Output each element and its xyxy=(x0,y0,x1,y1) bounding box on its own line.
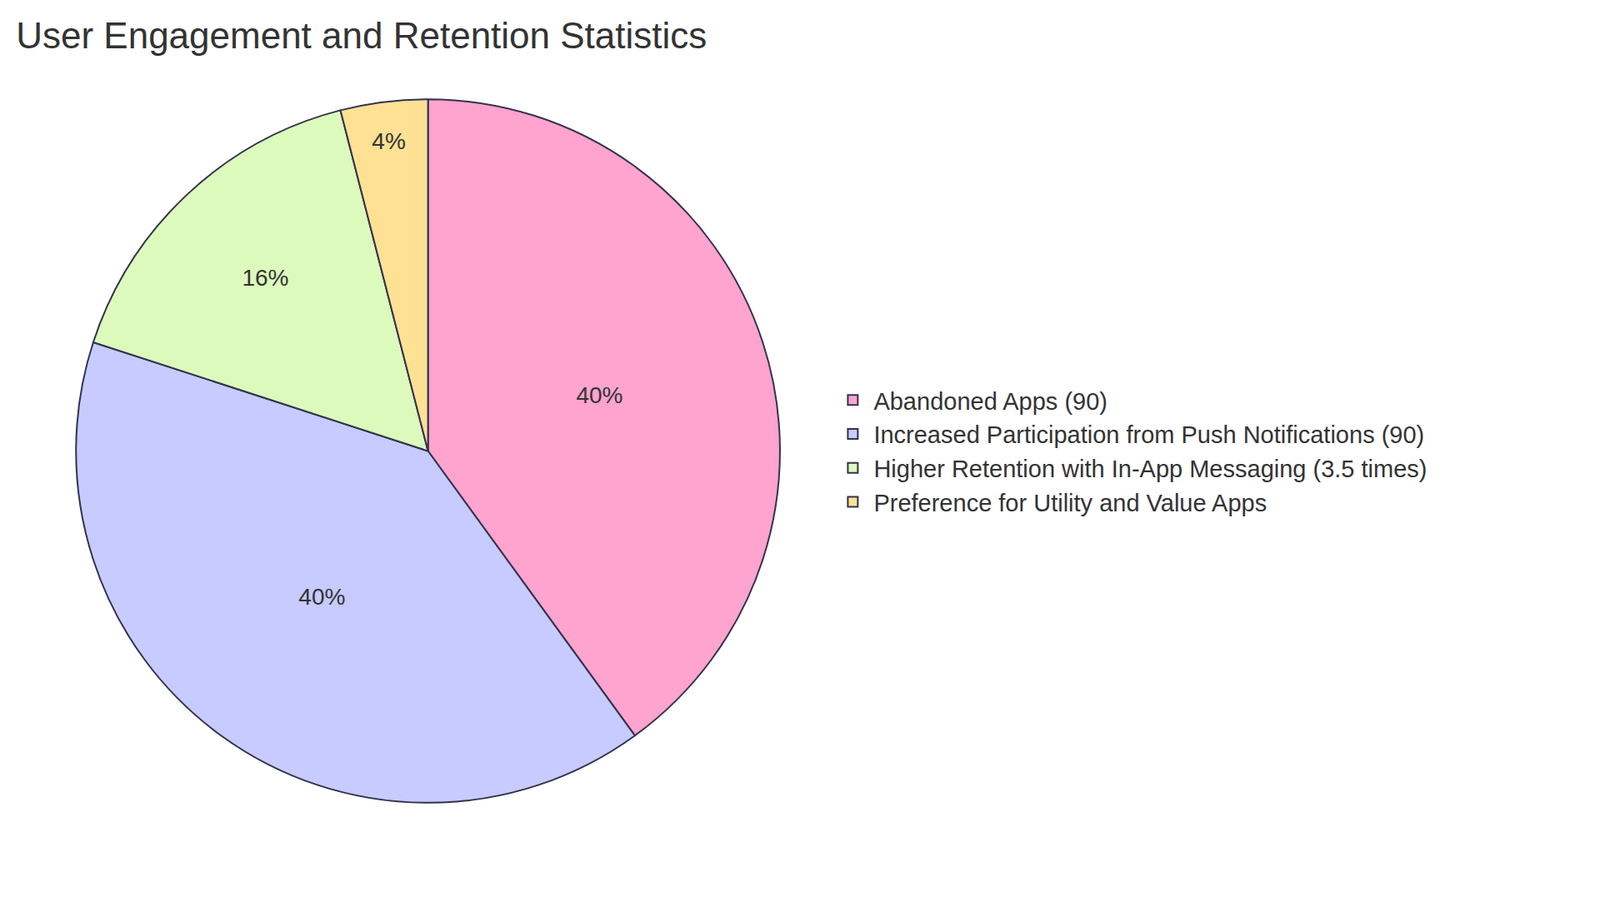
svg-text:40%: 40% xyxy=(298,584,345,610)
svg-text:4%: 4% xyxy=(371,128,405,155)
svg-text:Abandoned Apps (90): Abandoned Apps (90) xyxy=(873,388,1108,415)
svg-text:Increased Participation from P: Increased Participation from Push Notifi… xyxy=(873,421,1425,449)
svg-text:User Engagement and Retention: User Engagement and Retention Statistics xyxy=(15,15,707,56)
svg-text:40%: 40% xyxy=(575,382,623,409)
svg-text:Preference for Utility and Val: Preference for Utility and Value Apps xyxy=(873,490,1267,517)
svg-text:16%: 16% xyxy=(241,265,289,291)
svg-text:Higher Retention with In-App M: Higher Retention with In-App Messaging (… xyxy=(873,455,1427,483)
